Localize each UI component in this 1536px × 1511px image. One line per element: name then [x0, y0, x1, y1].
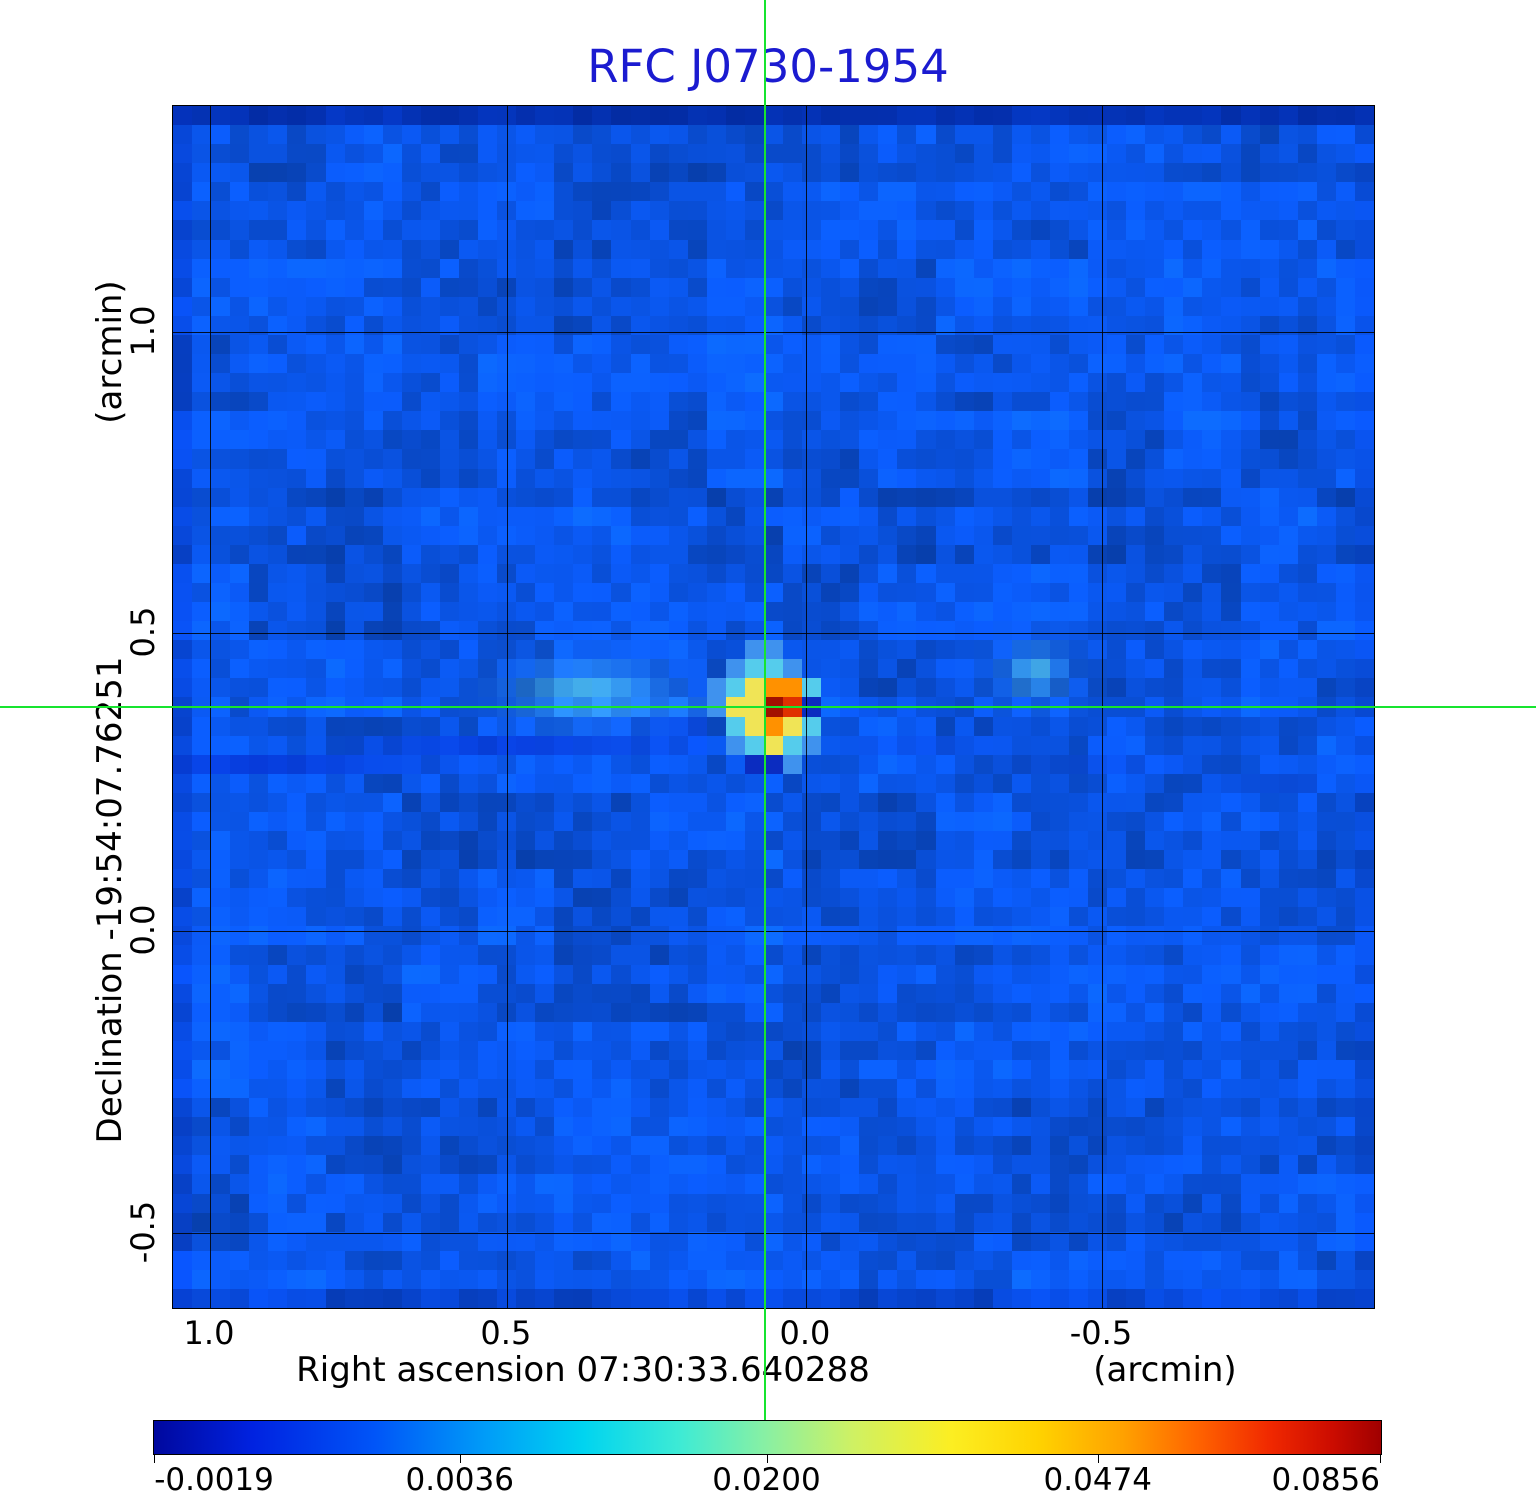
- crosshair-vertical-line: [764, 0, 767, 1420]
- colorbar-tick-label: -0.0019: [154, 1462, 274, 1498]
- x-axis-unit-label: (arcmin): [1093, 1350, 1237, 1390]
- colorbar-tick-label: 0.0474: [1043, 1462, 1153, 1498]
- gridline-horizontal: [173, 931, 1374, 933]
- colorbar-tick-mark: [1097, 1455, 1099, 1463]
- y-axis-label: Declination -19:54:07.76251: [90, 656, 130, 1144]
- colorbar-tick-mark: [766, 1455, 768, 1463]
- gridline-horizontal: [173, 331, 1374, 333]
- gridline-horizontal: [173, 1232, 1374, 1234]
- x-axis-label: Right ascension 07:30:33.640288: [296, 1350, 870, 1390]
- colorbar-tick-label: 0.0200: [712, 1462, 821, 1498]
- colorbar-tick-mark: [459, 1455, 461, 1463]
- y-axis-unit-label: (arcmin): [90, 280, 130, 424]
- gridline-horizontal: [173, 632, 1374, 634]
- x-tick-label: 0.5: [480, 1314, 532, 1352]
- y-tick-label: 0.5: [124, 606, 162, 658]
- y-tick-label: -0.5: [124, 1200, 162, 1264]
- colorbar-tick-label: 0.0856: [1271, 1462, 1380, 1498]
- colorbar-gradient: [153, 1420, 1382, 1455]
- colorbar-tick-label: 0.0036: [405, 1462, 514, 1498]
- colorbar-tick-mark: [154, 1455, 156, 1463]
- chart-title: RFC J0730-1954: [587, 40, 949, 93]
- x-tick-label: -0.5: [1069, 1314, 1133, 1352]
- x-tick-label: 0.0: [779, 1314, 831, 1352]
- crosshair-horizontal-line: [0, 705, 1536, 708]
- x-tick-label: 1.0: [183, 1314, 235, 1352]
- colorbar-tick-mark: [1380, 1455, 1381, 1463]
